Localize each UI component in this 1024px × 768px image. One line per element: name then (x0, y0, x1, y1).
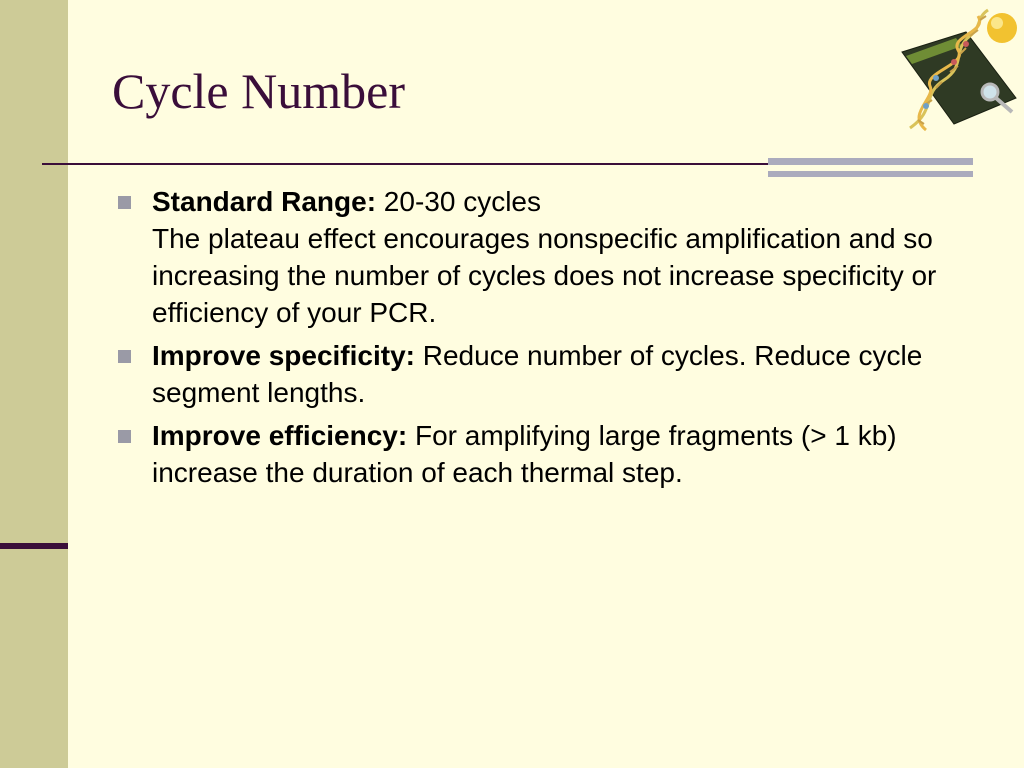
bullet-text: For amplifying large fragments (> 1 kb) … (152, 420, 897, 488)
bullet-extra-text: The plateau effect encourages nonspecifi… (152, 223, 937, 328)
list-item: Improve efficiency: For amplifying large… (112, 417, 962, 491)
bullet-list: Standard Range: 20-30 cycles The plateau… (112, 183, 962, 497)
bullet-label: Improve specificity: (152, 340, 415, 371)
left-side-band (0, 0, 68, 768)
bullet-square-icon (118, 430, 131, 443)
dna-helix-magnifier-icon (901, 8, 1017, 132)
left-accent-line (0, 543, 68, 549)
accent-bar-top (768, 158, 973, 165)
bullet-square-icon (118, 350, 131, 363)
list-item: Improve specificity: Reduce number of cy… (112, 337, 962, 411)
slide-title: Cycle Number (112, 63, 405, 119)
bullet-text: 20-30 cycles (376, 186, 541, 217)
bullet-label: Standard Range: (152, 186, 377, 217)
accent-bar-bottom (768, 171, 973, 177)
bullet-square-icon (118, 196, 131, 209)
list-item: Standard Range: 20-30 cycles The plateau… (112, 183, 962, 331)
bullet-text: Reduce number of cycles. Reduce cycle se… (152, 340, 923, 408)
title-divider (42, 163, 768, 165)
bullet-label: Improve efficiency: (152, 420, 408, 451)
